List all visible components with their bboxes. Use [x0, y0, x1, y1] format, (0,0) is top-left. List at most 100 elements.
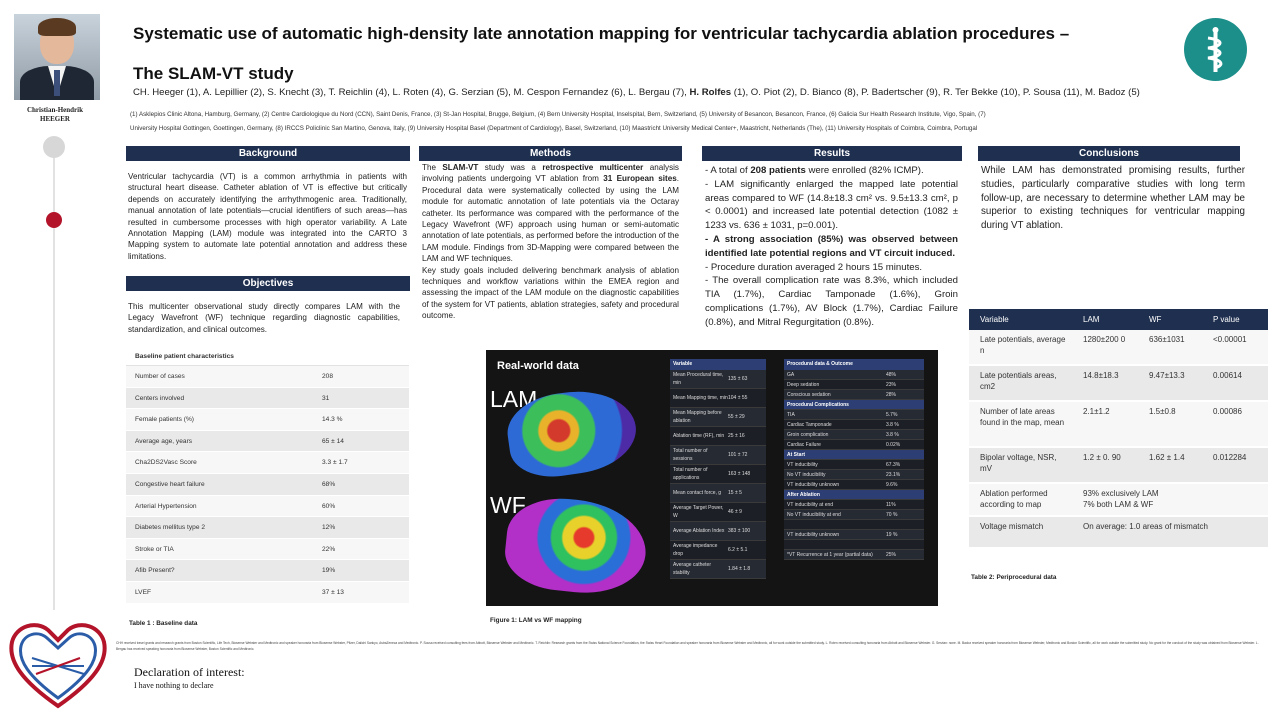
author-photo: [14, 14, 100, 100]
table-row: VT inducibility 67.3%: [784, 460, 924, 470]
row-label: Total number of applications: [673, 467, 708, 481]
figure-left-table: Variable Mean Procedural time, min 135 ± …: [670, 359, 766, 579]
row-label: Average age, years: [135, 437, 193, 445]
span-line-1: On average: 1.0 areas of mismatch: [1083, 522, 1208, 531]
row-value: 25%: [886, 552, 897, 558]
row-value: 3.3 ± 1.7: [322, 459, 348, 467]
cell-variable: Bipolar voltage, NSR, mV: [980, 453, 1057, 473]
table-row: Voltage mismatch On average: 1.0 areas of…: [969, 517, 1268, 549]
table-row: Average age, years 65 ± 14: [126, 430, 409, 453]
row-value: 22%: [322, 545, 336, 553]
table-row: Deep sedation 23%: [784, 380, 924, 390]
row-label: TIA: [787, 412, 795, 418]
row-label: Mean contact force, g: [673, 490, 722, 496]
table-row: Average Ablation Index 383 ± 100: [670, 522, 766, 541]
conclusions-text: While LAM has demonstrated promising res…: [981, 165, 1245, 232]
baseline-table: Baseline patient characteristics Number …: [126, 348, 409, 604]
table-row: Total number of applications 163 ± 148: [670, 465, 766, 484]
authors-presenter: H. Rolfes: [689, 87, 732, 98]
cell-wf: 9.47±13.3: [1149, 371, 1185, 380]
cell-p-value: 0.00086: [1213, 407, 1242, 416]
methods-fragment: study was a: [478, 163, 543, 172]
affiliations: (1) Asklepios Clinic Altona, Hamburg, Ge…: [130, 108, 1230, 136]
row-value: 46 ± 9: [728, 509, 742, 515]
row-label: Ablation time (RF), min: [673, 433, 725, 439]
table-row: Cha2DS2Vasc Score 3.3 ± 1.7: [126, 452, 409, 474]
cell-wf: 636±1031: [1149, 335, 1185, 344]
row-value: 67.3%: [886, 462, 901, 468]
cell-lam: 14.8±18.3: [1083, 371, 1119, 380]
figure-right-table: Procedural data & Outcome GA 48% Deep seda…: [784, 359, 924, 560]
author-first-name: Christian-Hendrik: [26, 106, 83, 114]
row-value: 60%: [322, 502, 336, 510]
results-fragment: were enrolled (82% ICMP).: [805, 165, 924, 176]
row-value: [886, 400, 924, 409]
declaration-title: Declaration of interest:: [134, 665, 245, 679]
methods-goals: Key study goals included delivering benc…: [422, 265, 679, 321]
author-last-name: HEEGER: [40, 115, 70, 123]
row-value: 31: [322, 394, 330, 402]
grey-dot: [43, 136, 65, 158]
row-label: VT inducibility: [787, 462, 818, 468]
row-value: [886, 490, 924, 499]
cell-variable: Number of late areas found in the map, m…: [980, 407, 1065, 427]
table-subheader: After Ablation: [784, 490, 924, 500]
table-row: Average catheter stability 1.84 ± 1.8: [670, 560, 766, 579]
row-value: [886, 450, 924, 459]
row-value: 163 ± 148: [728, 471, 751, 477]
authors-part-1: CH. Heeger (1), A. Lepillier (2), S. Kne…: [133, 87, 690, 98]
cell-span-value: 93% exclusively LAM 7% both LAM & WF: [1075, 484, 1268, 515]
row-value: 208: [322, 373, 334, 380]
cell-p-value: <0.00001: [1213, 335, 1247, 344]
cell-variable: Late potentials areas, cm2: [980, 371, 1057, 391]
row-label: Conscious sedation: [787, 392, 831, 398]
span-line-2: 7% both LAM & WF: [1083, 500, 1154, 509]
row-value: 5.7%: [886, 412, 898, 418]
table-row: GA 48%: [784, 370, 924, 380]
row-label: Afib Present?: [135, 567, 175, 575]
table-row: Total number of sessions 101 ± 72: [670, 446, 766, 465]
institution-logo: [1184, 18, 1247, 81]
row-value: 15 ± 5: [728, 490, 742, 496]
table-row: Conscious sedation 28%: [784, 390, 924, 400]
row-label: VT inducibility unknown: [787, 532, 840, 538]
row-label: No VT inducibility: [787, 472, 826, 478]
row-value: 48%: [886, 372, 897, 378]
table-row: Ablation performed according to map 93% e…: [969, 484, 1268, 517]
row-value: 11%: [886, 502, 896, 508]
row-label: At Start: [787, 452, 806, 458]
results-point-1: - A total of 208 patients were enrolled …: [705, 164, 958, 178]
affiliations-line-2: University Hospital Gottingen, Goettinge…: [130, 125, 978, 132]
table-row: Average Target Power, W 46 ± 9: [670, 503, 766, 522]
table-row: No VT inducibility at end 70 %: [784, 510, 924, 520]
row-label: [784, 540, 886, 549]
row-value: 9.6%: [886, 482, 898, 488]
row-label: VT inducibility at end: [787, 502, 834, 508]
row-label: Average impedance drop: [673, 543, 718, 557]
row-label: Diabetes mellitus type 2: [135, 524, 206, 532]
periprocedural-table-header: Variable LAM WF P value: [969, 309, 1268, 330]
disclosure-footnote: CHH received travel grants and research …: [116, 641, 1259, 651]
header-p-value: P value: [1213, 315, 1240, 324]
row-value: 55 ± 29: [728, 414, 745, 420]
row-label: Centers involved: [135, 394, 185, 402]
methods-text: The SLAM-VT study was a retrospective mu…: [422, 162, 679, 322]
row-label: Average Target Power, W: [673, 505, 724, 519]
row-label: Groin complication: [787, 432, 829, 438]
row-value: 3.8 %: [886, 422, 899, 428]
row-value: 65 ± 14: [322, 437, 344, 445]
row-label: Average catheter stability: [673, 562, 711, 576]
methods-bold: retrospective multicenter: [542, 163, 644, 172]
table-row: TIA 5.7%: [784, 410, 924, 420]
authors-line: CH. Heeger (1), A. Lepillier (2), S. Kne…: [133, 87, 1213, 98]
span-line-1: 93% exclusively LAM: [1083, 489, 1159, 498]
row-value: [886, 520, 924, 529]
table-row: VT inducibility at end 11%: [784, 500, 924, 510]
title-line-1: Systematic use of automatic high-density…: [133, 24, 1070, 43]
row-value: 19%: [322, 567, 336, 575]
periprocedural-table: Variable LAM WF P value Late potentials,…: [969, 309, 1268, 549]
methods-fragment: The: [422, 163, 443, 172]
row-label: Mean Mapping time, min: [673, 395, 728, 401]
row-label: [784, 520, 886, 529]
left-rail: Christian-Hendrik HEEGER: [0, 0, 110, 720]
